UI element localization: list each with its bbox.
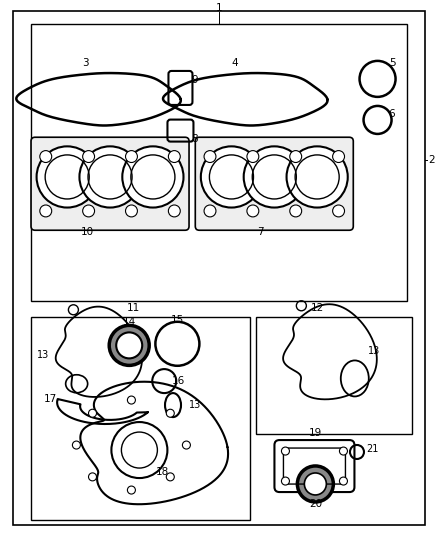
Circle shape: [126, 151, 138, 163]
Text: 19: 19: [309, 428, 322, 438]
Circle shape: [109, 325, 149, 366]
Circle shape: [332, 151, 345, 163]
Text: 2: 2: [428, 155, 435, 165]
Bar: [256, 317, 412, 434]
Circle shape: [247, 151, 259, 163]
Circle shape: [122, 147, 184, 207]
Circle shape: [166, 409, 174, 417]
Text: 20: 20: [309, 499, 322, 508]
Circle shape: [204, 151, 216, 163]
Text: 18: 18: [156, 467, 170, 477]
Text: 3: 3: [82, 58, 89, 68]
Text: 8: 8: [191, 134, 198, 143]
Circle shape: [83, 205, 95, 217]
Text: 6: 6: [389, 109, 396, 118]
Circle shape: [332, 205, 345, 217]
Circle shape: [166, 473, 174, 481]
Circle shape: [72, 441, 81, 449]
Circle shape: [282, 447, 290, 455]
Circle shape: [304, 473, 326, 495]
Circle shape: [88, 473, 96, 481]
Text: 14: 14: [123, 318, 136, 327]
Circle shape: [83, 151, 95, 163]
Bar: [31, 317, 250, 520]
Circle shape: [339, 447, 347, 455]
Circle shape: [88, 409, 96, 417]
Circle shape: [40, 151, 52, 163]
Circle shape: [127, 486, 135, 494]
Circle shape: [244, 147, 305, 207]
FancyBboxPatch shape: [31, 137, 189, 230]
Text: 16: 16: [172, 376, 185, 386]
Text: 5: 5: [389, 58, 396, 68]
Circle shape: [290, 151, 302, 163]
Text: 12: 12: [311, 303, 324, 313]
FancyBboxPatch shape: [195, 137, 353, 230]
Circle shape: [247, 205, 259, 217]
Text: 1: 1: [215, 3, 223, 13]
Text: 13: 13: [368, 346, 381, 356]
Circle shape: [290, 205, 302, 217]
Circle shape: [286, 147, 348, 207]
Circle shape: [127, 396, 135, 404]
Text: 13: 13: [189, 400, 201, 410]
Text: 10: 10: [81, 227, 94, 237]
Text: 9: 9: [191, 75, 198, 85]
Circle shape: [339, 477, 347, 485]
Circle shape: [126, 205, 138, 217]
Text: 11: 11: [127, 303, 140, 313]
Circle shape: [168, 151, 180, 163]
Text: 4: 4: [231, 58, 238, 68]
Circle shape: [79, 147, 141, 207]
Circle shape: [297, 466, 333, 502]
Circle shape: [37, 147, 98, 207]
Circle shape: [182, 441, 191, 449]
Text: 13: 13: [37, 350, 49, 360]
Text: 7: 7: [257, 227, 264, 237]
Bar: [31, 24, 407, 301]
Text: 21: 21: [366, 445, 378, 454]
Text: 17: 17: [44, 394, 57, 403]
Circle shape: [40, 205, 52, 217]
Circle shape: [204, 205, 216, 217]
Circle shape: [201, 147, 262, 207]
Text: 15: 15: [171, 315, 184, 325]
Circle shape: [116, 333, 142, 358]
Circle shape: [282, 477, 290, 485]
Circle shape: [168, 205, 180, 217]
